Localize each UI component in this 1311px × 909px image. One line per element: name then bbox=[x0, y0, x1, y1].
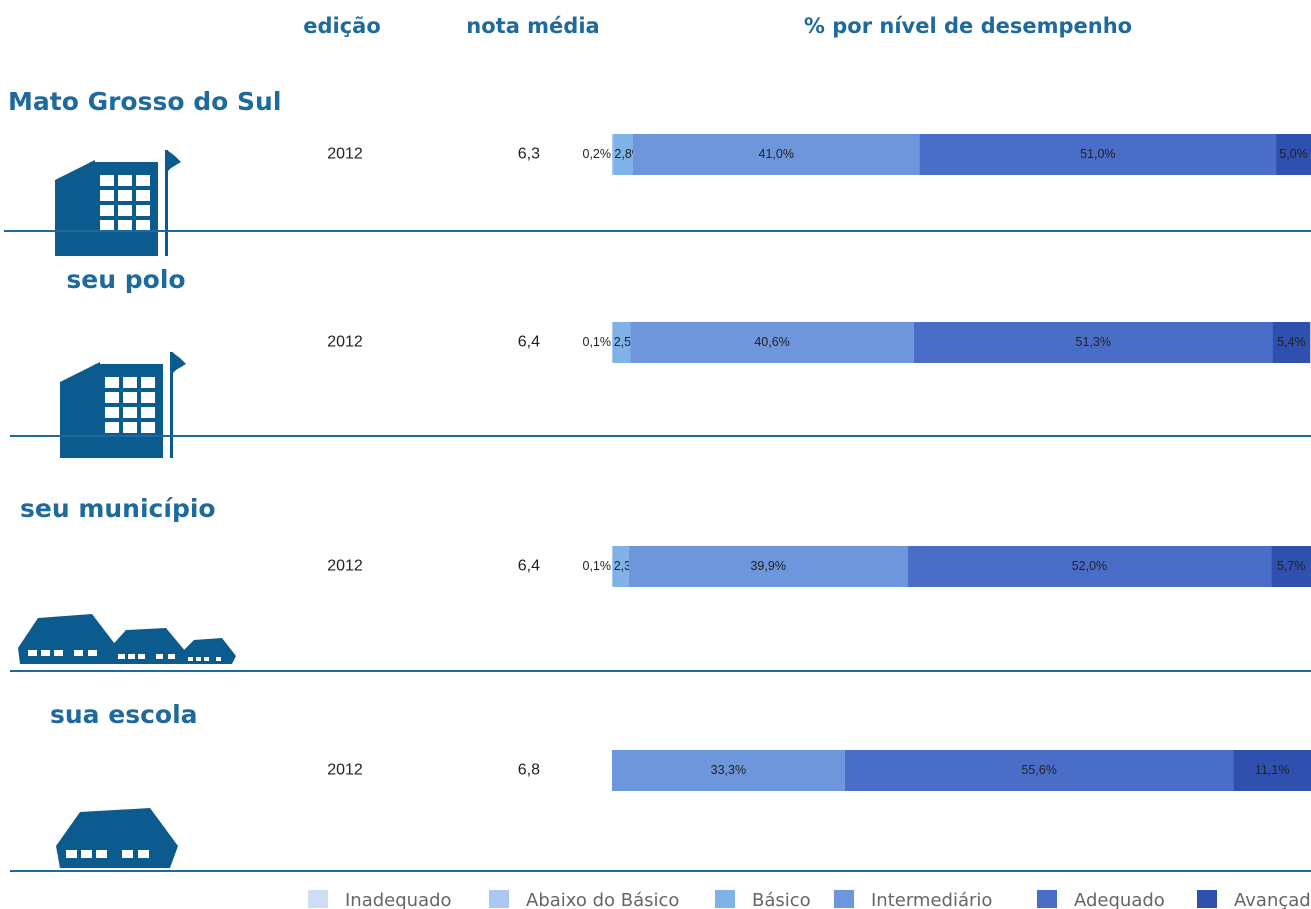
value-label: 0,2% bbox=[583, 147, 612, 161]
mean-score: 6,8 bbox=[518, 762, 540, 779]
building-icon bbox=[60, 352, 186, 458]
value-label: 41,0% bbox=[759, 147, 794, 161]
houses-icon bbox=[18, 614, 236, 664]
bar-segment bbox=[612, 322, 631, 363]
column-header: % por nível de desempenho bbox=[804, 14, 1132, 38]
bar-segment bbox=[844, 750, 1234, 791]
legend-label: Intermediário bbox=[871, 890, 992, 909]
building-icon bbox=[55, 150, 181, 256]
bar-segment bbox=[919, 134, 1277, 175]
row-label: Mato Grosso do Sul bbox=[8, 87, 281, 116]
bar-segment bbox=[630, 322, 914, 363]
column-header: nota média bbox=[466, 14, 599, 38]
edition: 2012 bbox=[327, 334, 363, 351]
value-label: 33,3% bbox=[711, 763, 746, 777]
column-header: edição bbox=[303, 14, 381, 38]
bar-segment bbox=[1276, 134, 1311, 175]
value-label: 0,1% bbox=[583, 559, 612, 573]
legend-swatch bbox=[489, 890, 509, 908]
legend-label: Adequado bbox=[1074, 890, 1165, 909]
edition: 2012 bbox=[327, 558, 363, 575]
value-label: 0,1% bbox=[583, 335, 612, 349]
legend-swatch bbox=[1037, 890, 1057, 908]
legend-label: Básico bbox=[752, 890, 811, 909]
house-icon bbox=[56, 808, 178, 868]
row-label: seu polo bbox=[66, 265, 185, 294]
bar-segment bbox=[613, 134, 633, 175]
bar-segment bbox=[1271, 546, 1311, 587]
bar-segment bbox=[612, 322, 613, 363]
bar-segment bbox=[612, 750, 845, 791]
mean-score: 6,4 bbox=[518, 334, 540, 351]
value-label: 55,6% bbox=[1021, 763, 1056, 777]
mean-score: 6,4 bbox=[518, 558, 540, 575]
legend-swatch bbox=[308, 890, 328, 908]
mean-score: 6,3 bbox=[518, 146, 540, 163]
value-label: 51,0% bbox=[1080, 147, 1115, 161]
bar-segment bbox=[913, 322, 1273, 363]
value-label: 51,3% bbox=[1076, 335, 1111, 349]
row-label: sua escola bbox=[50, 700, 198, 729]
legend-label: Avançado bbox=[1234, 890, 1311, 909]
value-label: 5,4% bbox=[1277, 335, 1306, 349]
bar-segment bbox=[612, 134, 614, 175]
legend-swatch bbox=[715, 890, 735, 908]
legend-label: Inadequado bbox=[345, 890, 452, 909]
value-label: 5,0% bbox=[1279, 147, 1308, 161]
bar-segment bbox=[1272, 322, 1311, 363]
value-label: 11,1% bbox=[1255, 763, 1290, 777]
legend-swatch bbox=[834, 890, 854, 908]
value-label: 52,0% bbox=[1072, 559, 1107, 573]
bar-segment bbox=[632, 134, 920, 175]
bar-segment bbox=[1233, 750, 1311, 791]
value-label: 5,7% bbox=[1277, 559, 1306, 573]
legend-label: Abaixo do Básico bbox=[526, 890, 679, 909]
bar-segment bbox=[612, 546, 613, 587]
icons bbox=[18, 150, 236, 868]
bar-segment bbox=[628, 546, 908, 587]
bar-segment bbox=[612, 546, 629, 587]
value-label: 40,6% bbox=[754, 335, 789, 349]
value-label: 39,9% bbox=[750, 559, 785, 573]
row-label: seu município bbox=[20, 494, 216, 523]
legend-swatch bbox=[1197, 890, 1217, 908]
bar-segment bbox=[907, 546, 1272, 587]
edition: 2012 bbox=[327, 146, 363, 163]
edition: 2012 bbox=[327, 762, 363, 779]
